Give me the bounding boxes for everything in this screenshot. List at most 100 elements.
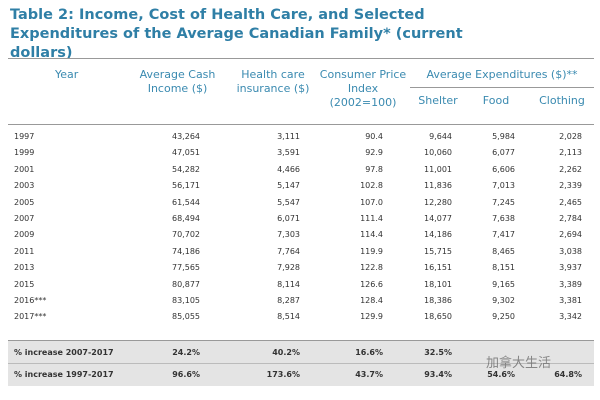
cell: 97.8 — [365, 164, 383, 174]
cell: 7,928 — [277, 263, 300, 273]
cell: 6,606 — [492, 164, 515, 174]
cell: 8,151 — [492, 263, 515, 273]
cell: 74,186 — [172, 246, 200, 256]
cell: 12,280 — [424, 197, 452, 207]
cell: 68,494 — [172, 214, 200, 223]
cell: 7,638 — [492, 214, 515, 223]
cell: 2,339 — [559, 181, 582, 191]
row-label: 1997 — [14, 132, 35, 141]
cell: 96.6% — [172, 370, 200, 379]
row-label: 1999 — [14, 148, 35, 158]
cell: 3,937 — [559, 263, 582, 273]
cell: 119.9 — [360, 246, 383, 256]
cell: 126.6 — [360, 279, 383, 289]
cell: 2,262 — [559, 164, 582, 174]
cell: 128.4 — [360, 296, 383, 305]
cell: 11,001 — [424, 164, 452, 174]
cell: 83,105 — [172, 296, 200, 305]
group-header: Average Expenditures ($)** — [426, 68, 578, 81]
rule — [410, 87, 594, 88]
cell: 129.9 — [360, 312, 383, 322]
rule — [8, 340, 594, 341]
cell: 111.4 — [360, 214, 383, 223]
row-label: 2003 — [14, 181, 35, 191]
cell: 40.2% — [272, 348, 300, 357]
column-header: Clothing — [539, 94, 585, 107]
cell: 7,245 — [492, 197, 515, 207]
row-label: % increase 1997-2017 — [14, 370, 114, 379]
cell: 3,591 — [277, 148, 300, 158]
cell: 93.4% — [424, 370, 452, 379]
cell: 9,644 — [429, 132, 452, 141]
column-header: Food — [482, 94, 510, 107]
cell: 80,877 — [172, 279, 200, 289]
cell: 102.8 — [360, 181, 383, 191]
column-header: Year — [55, 68, 79, 81]
cell: 3,389 — [559, 279, 582, 289]
cell: 47,051 — [172, 148, 200, 158]
row-label: 2005 — [14, 197, 35, 207]
cell: 90.4 — [365, 132, 383, 141]
row-label: 2016*** — [14, 296, 47, 305]
rule — [8, 124, 594, 125]
cell: 70,702 — [172, 230, 200, 240]
cell: 2,784 — [559, 214, 582, 223]
cell: 11,836 — [424, 181, 452, 191]
cell: 3,342 — [559, 312, 582, 322]
rule — [8, 58, 594, 59]
column-header: Average Cash Income ($) — [139, 68, 216, 95]
cell: 61,544 — [172, 197, 200, 207]
cell: 9,250 — [492, 312, 515, 322]
cell: 5,984 — [492, 132, 515, 141]
column-header: Health care insurance ($) — [236, 68, 310, 95]
row-label: 2007 — [14, 214, 35, 223]
cell: 77,565 — [172, 263, 200, 273]
cell: 18,101 — [424, 279, 452, 289]
watermark: 加拿大生活 — [486, 356, 552, 371]
cell: 8,465 — [492, 246, 515, 256]
cell: 18,386 — [424, 296, 452, 305]
cell: 64.8% — [554, 370, 582, 379]
cell: 8,114 — [277, 279, 300, 289]
cell: 3,381 — [559, 296, 582, 305]
row-label: 2011 — [14, 246, 35, 256]
cell: 5,547 — [277, 197, 300, 207]
title: Table 2: Income, Cost of Health Care, an… — [10, 7, 463, 61]
cell: 15,715 — [424, 246, 452, 256]
cell: 7,764 — [277, 246, 300, 256]
cell: 32.5% — [424, 348, 452, 357]
cell: 8,287 — [277, 296, 300, 305]
cell: 43,264 — [172, 132, 200, 141]
cell: 4,466 — [277, 164, 300, 174]
cell: 56,171 — [172, 181, 200, 191]
cell: 7,417 — [492, 230, 515, 240]
cell: 122.8 — [360, 263, 383, 273]
cell: 2,028 — [559, 132, 582, 141]
cell: 92.9 — [365, 148, 383, 158]
cell: 7,303 — [277, 230, 300, 240]
cell: 43.7% — [355, 370, 383, 379]
cell: 8,514 — [277, 312, 300, 322]
row-label: 2001 — [14, 164, 35, 174]
cell: 107.0 — [360, 197, 383, 207]
cell: 9,165 — [492, 279, 515, 289]
cell: 16,151 — [424, 263, 452, 273]
cell: 6,071 — [277, 214, 300, 223]
cell: 2,113 — [559, 148, 582, 158]
cell: 114.4 — [360, 230, 383, 240]
cell: 18,650 — [424, 312, 452, 322]
row-label: 2017*** — [14, 312, 47, 322]
cell: 14,186 — [424, 230, 452, 240]
cell: 173.6% — [266, 370, 300, 379]
cell: 2,694 — [559, 230, 582, 240]
cell: 54.6% — [487, 370, 515, 379]
cell: 3,111 — [277, 132, 300, 141]
cell: 9,302 — [492, 296, 515, 305]
rule — [8, 363, 594, 364]
cell: 16.6% — [355, 348, 383, 357]
row-label: 2009 — [14, 230, 35, 240]
column-header: Shelter — [418, 94, 458, 107]
cell: 3,038 — [559, 246, 582, 256]
cell: 6,077 — [492, 148, 515, 158]
